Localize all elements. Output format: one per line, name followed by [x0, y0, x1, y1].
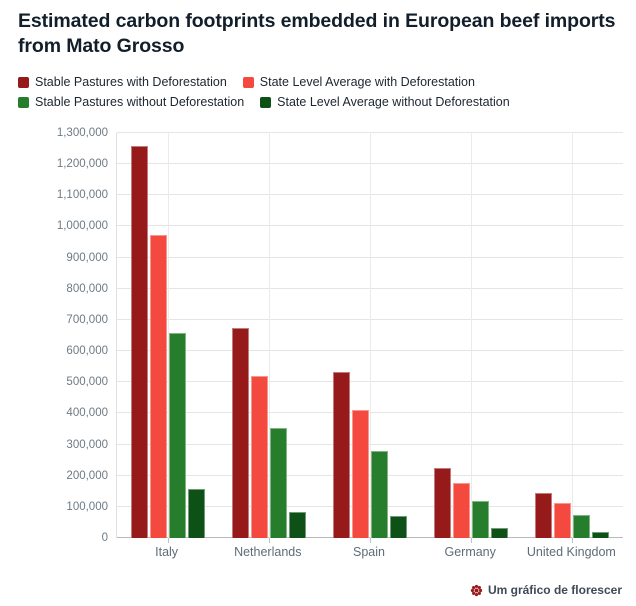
bar[interactable] [592, 532, 610, 538]
y-tick-label: 700,000 [66, 313, 108, 326]
category-gridline [268, 133, 270, 538]
y-tick-label: 1,000,000 [56, 220, 108, 233]
bar[interactable] [332, 372, 350, 538]
y-tick-label: 900,000 [66, 251, 108, 264]
legend-item[interactable]: Stable Pastures with Deforestation [18, 75, 227, 89]
legend-item-label: Stable Pastures with Deforestation [35, 75, 227, 89]
bar[interactable] [554, 503, 572, 538]
y-tick-label: 1,300,000 [56, 127, 108, 139]
page-title: Estimated carbon footprints embedded in … [18, 10, 616, 58]
legend-item-label: Stable Pastures without Deforestation [35, 95, 245, 109]
legend-swatch [242, 76, 254, 88]
y-tick-label: 200,000 [66, 469, 108, 482]
bar[interactable] [130, 146, 148, 538]
y-tick-label: 0 [101, 532, 108, 544]
x-axis-tick [268, 538, 270, 543]
plot-area [116, 132, 623, 543]
y-tick-label: 1,100,000 [56, 189, 108, 202]
bar[interactable] [434, 468, 452, 538]
bar[interactable] [187, 489, 205, 538]
legend-swatch [18, 96, 29, 108]
flourish-flower-icon [470, 584, 483, 597]
legend-swatch [260, 96, 272, 108]
attribution[interactable]: Um gráfico de florescer [470, 583, 622, 597]
bar[interactable] [453, 483, 471, 538]
legend-swatch [18, 76, 29, 88]
bar[interactable] [389, 516, 407, 538]
category-label: United Kingdom [526, 545, 616, 559]
category-label: Netherlands [234, 545, 302, 559]
bar-group [117, 133, 218, 538]
category-label: Spain [352, 545, 385, 559]
legend: Stable Pastures with Deforestation State … [18, 75, 510, 115]
category-label: Germany [444, 545, 496, 559]
x-axis-tick [370, 538, 371, 543]
legend-item[interactable]: Stable Pastures without Deforestation [18, 95, 244, 109]
legend-item-label: State Level Average with Deforestation [259, 75, 475, 89]
bar[interactable] [472, 500, 490, 538]
y-tick-label: 1,200,000 [56, 158, 108, 171]
bar-group [218, 133, 319, 538]
bar-group [319, 133, 420, 538]
y-tick-label: 600,000 [66, 345, 108, 358]
bar[interactable] [250, 375, 268, 538]
bar[interactable] [168, 333, 186, 538]
legend-row: Stable Pastures without Deforestation Sta… [18, 95, 510, 109]
bar[interactable] [231, 328, 249, 538]
legend-item[interactable]: State Level Average with Deforestation [242, 75, 475, 89]
x-axis-labels: Italy Netherlands Spain Germany United Kingd… [116, 545, 622, 565]
bar[interactable] [370, 450, 388, 538]
bar[interactable] [269, 428, 287, 538]
category-gridline [471, 133, 473, 538]
category-gridline [572, 133, 574, 538]
bar[interactable] [149, 235, 167, 538]
gridline [117, 132, 623, 133]
y-tick-label: 500,000 [66, 376, 108, 389]
category-label: Italy [155, 545, 179, 559]
x-axis-tick [572, 538, 574, 543]
bar[interactable] [491, 528, 509, 538]
legend-item-label: State Level Average without Deforestatio… [277, 95, 510, 109]
y-axis-labels: Tonnes of C02e 0100,000200,000300,000400… [0, 127, 108, 544]
bar[interactable] [573, 514, 591, 538]
y-tick-label: 400,000 [66, 407, 108, 420]
legend-row: Stable Pastures with Deforestation State … [18, 75, 510, 89]
legend-item[interactable]: State Level Average without Deforestatio… [260, 95, 510, 109]
category-gridline [370, 133, 371, 538]
bar[interactable] [535, 493, 553, 538]
bar[interactable] [351, 409, 369, 538]
y-tick-label: 300,000 [66, 438, 108, 451]
bar-group [421, 133, 522, 538]
category-gridline [167, 133, 169, 538]
y-tick-label: 100,000 [66, 500, 108, 513]
x-axis-tick [471, 538, 473, 543]
x-axis-tick [167, 538, 169, 543]
bar[interactable] [288, 511, 306, 538]
bar-group [522, 133, 623, 538]
y-tick-label: 800,000 [66, 282, 108, 295]
attribution-text: Um gráfico de florescer [487, 583, 622, 597]
